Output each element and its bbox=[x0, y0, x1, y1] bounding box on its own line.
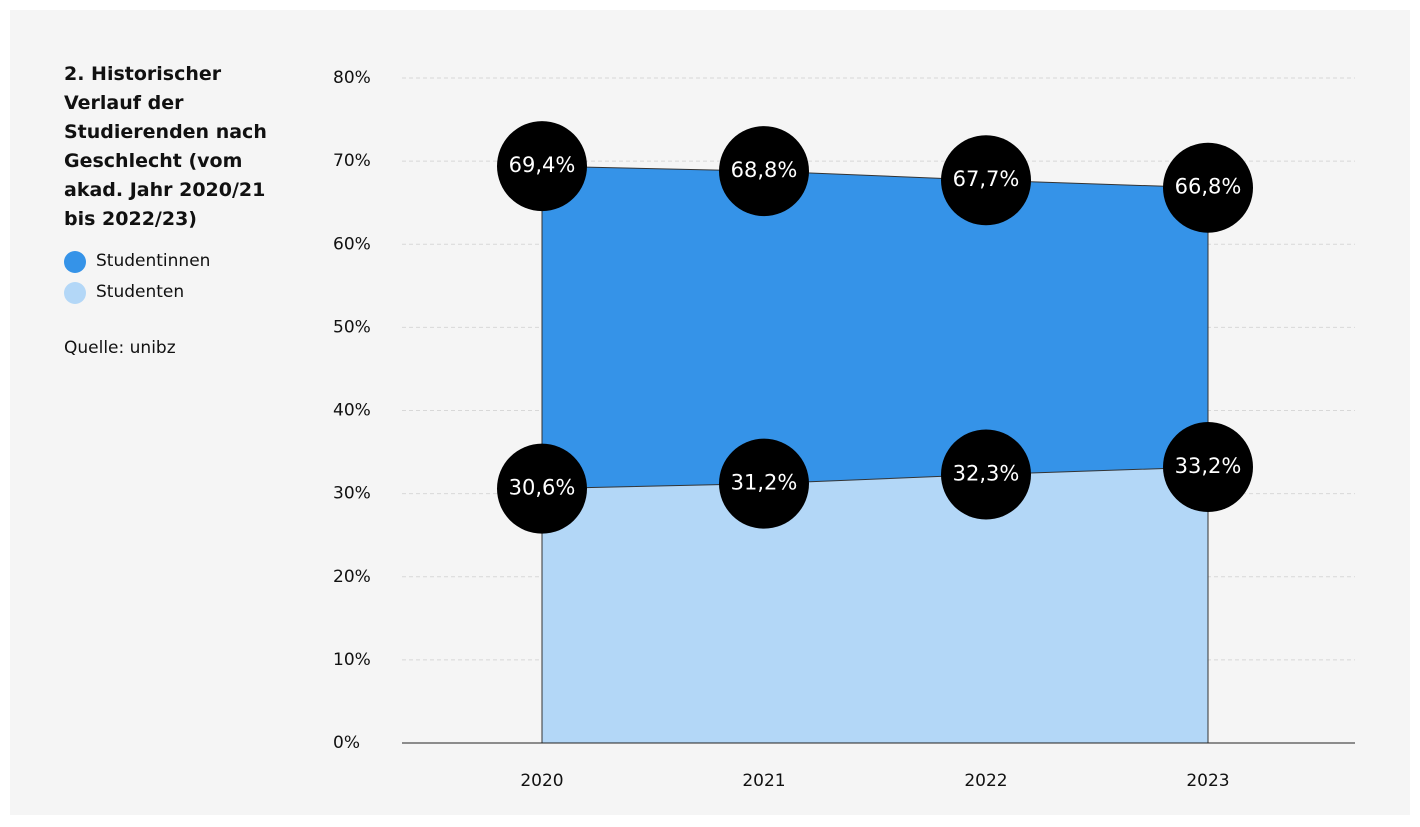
legend-label: Studentinnen bbox=[96, 251, 211, 271]
data-point bbox=[497, 443, 587, 534]
x-tick-label: 2021 bbox=[742, 771, 785, 791]
data-label: 66,8% bbox=[1175, 175, 1242, 199]
data-point bbox=[719, 438, 809, 529]
data-label: 68,8% bbox=[731, 158, 798, 182]
y-tick-label: 50% bbox=[333, 317, 371, 337]
chart-title: 2. Historischer Verlauf der Studierenden… bbox=[64, 63, 267, 230]
legend-swatch bbox=[64, 250, 86, 273]
data-point bbox=[497, 121, 587, 212]
data-label: 32,3% bbox=[953, 462, 1020, 486]
y-tick-label: 60% bbox=[333, 234, 371, 254]
x-tick-label: 2022 bbox=[964, 771, 1007, 791]
x-tick-label: 2023 bbox=[1186, 771, 1229, 791]
legend: Studentinnen Studenten bbox=[64, 246, 274, 308]
sidebar: 2. Historischer Verlauf der Studierenden… bbox=[64, 60, 274, 358]
data-point bbox=[1163, 142, 1253, 233]
x-tick-label: 2020 bbox=[520, 771, 563, 791]
data-label: 31,2% bbox=[731, 471, 798, 495]
legend-label: Studenten bbox=[96, 282, 185, 302]
y-tick-label: 70% bbox=[333, 151, 371, 171]
y-tick-label: 0% bbox=[333, 733, 360, 753]
source: Quelle: unibz bbox=[64, 338, 176, 358]
y-tick-label: 80% bbox=[333, 68, 371, 88]
legend-swatch bbox=[64, 281, 86, 304]
y-tick-label: 40% bbox=[333, 401, 371, 421]
data-label: 33,2% bbox=[1175, 454, 1242, 478]
y-tick-label: 20% bbox=[333, 567, 371, 587]
y-tick-label: 30% bbox=[333, 484, 371, 504]
area bbox=[541, 466, 1209, 744]
data-label: 67,7% bbox=[953, 167, 1020, 191]
data-point bbox=[1163, 422, 1253, 513]
data-point bbox=[941, 135, 1031, 226]
data-point bbox=[941, 429, 1031, 520]
y-tick-label: 10% bbox=[333, 650, 371, 670]
legend-item: Studenten bbox=[64, 277, 274, 308]
data-point bbox=[719, 126, 809, 217]
data-label: 30,6% bbox=[509, 476, 576, 500]
data-label: 69,4% bbox=[509, 153, 576, 177]
legend-item: Studentinnen bbox=[64, 246, 274, 277]
